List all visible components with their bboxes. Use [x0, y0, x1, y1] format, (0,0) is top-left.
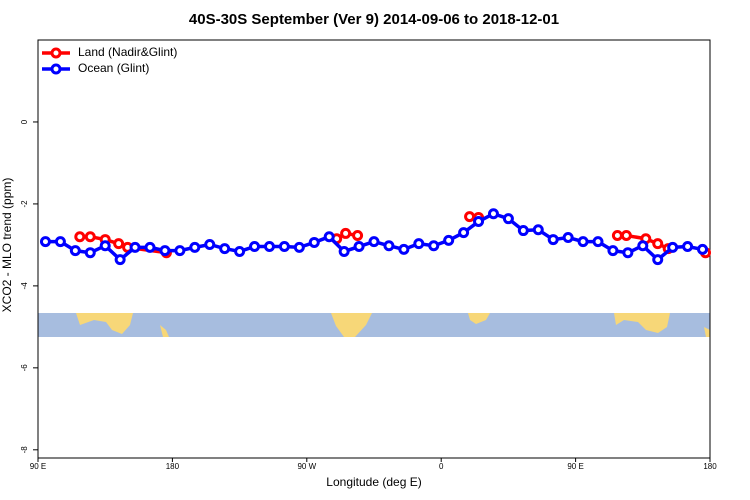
point: [620, 229, 632, 241]
point: [323, 231, 335, 243]
point: [84, 247, 96, 259]
point: [99, 240, 111, 252]
y-tick-label: -6: [20, 364, 29, 372]
point: [249, 241, 261, 253]
y-tick-label: -4: [20, 282, 29, 290]
legend-marker: [50, 63, 62, 75]
point: [340, 227, 352, 239]
point: [473, 216, 485, 228]
point: [547, 234, 559, 246]
y-axis-label: XCO2 - MLO trend (ppm): [0, 178, 14, 313]
point: [263, 241, 275, 253]
point: [413, 238, 425, 250]
y-tick-label: -8: [20, 446, 29, 454]
point: [368, 236, 380, 248]
point: [458, 227, 470, 239]
point: [204, 238, 216, 250]
point: [54, 236, 66, 248]
map-band: [38, 313, 710, 337]
point: [487, 208, 499, 220]
y-tick-label: -2: [20, 200, 29, 208]
point: [219, 243, 231, 255]
point: [622, 247, 634, 259]
legend-label: Land (Nadir&Glint): [78, 45, 177, 59]
point: [652, 238, 664, 250]
point: [607, 245, 619, 257]
point: [464, 211, 476, 223]
point: [159, 245, 171, 257]
point: [234, 245, 246, 257]
point: [592, 236, 604, 248]
legend-marker: [50, 47, 62, 59]
y-tick-label: 0: [20, 119, 29, 124]
point: [293, 241, 305, 253]
point: [562, 232, 574, 244]
point: [174, 245, 186, 257]
point: [129, 241, 141, 253]
point: [74, 231, 86, 243]
point: [667, 241, 679, 253]
point: [278, 241, 290, 253]
x-tick-label: 90 W: [297, 462, 316, 471]
point: [189, 241, 201, 253]
point: [637, 240, 649, 252]
x-tick-label: 0: [439, 462, 444, 471]
point: [114, 254, 126, 266]
point: [652, 254, 664, 266]
point: [39, 236, 51, 248]
point: [443, 234, 455, 246]
point: [532, 224, 544, 236]
x-tick-label: 90 E: [30, 462, 46, 471]
x-tick-label: 180: [166, 462, 180, 471]
point: [84, 231, 96, 243]
point: [697, 243, 709, 255]
point: [352, 229, 364, 241]
point: [113, 238, 125, 250]
legend-label: Ocean (Glint): [78, 61, 149, 75]
chart-title: 40S-30S September (Ver 9) 2014-09-06 to …: [189, 11, 559, 28]
point: [69, 245, 81, 257]
point: [353, 241, 365, 253]
point: [308, 236, 320, 248]
point: [144, 241, 156, 253]
point: [383, 240, 395, 252]
point: [577, 236, 589, 248]
point: [428, 240, 440, 252]
point: [517, 225, 529, 237]
point: [682, 241, 694, 253]
x-tick-label: 180: [703, 462, 717, 471]
point: [611, 229, 623, 241]
plot-frame: [37, 39, 711, 459]
x-tick-label: 90 E: [567, 462, 583, 471]
x-axis-label: Longitude (deg E): [326, 475, 421, 489]
point: [338, 245, 350, 257]
point: [502, 213, 514, 225]
point: [398, 243, 410, 255]
